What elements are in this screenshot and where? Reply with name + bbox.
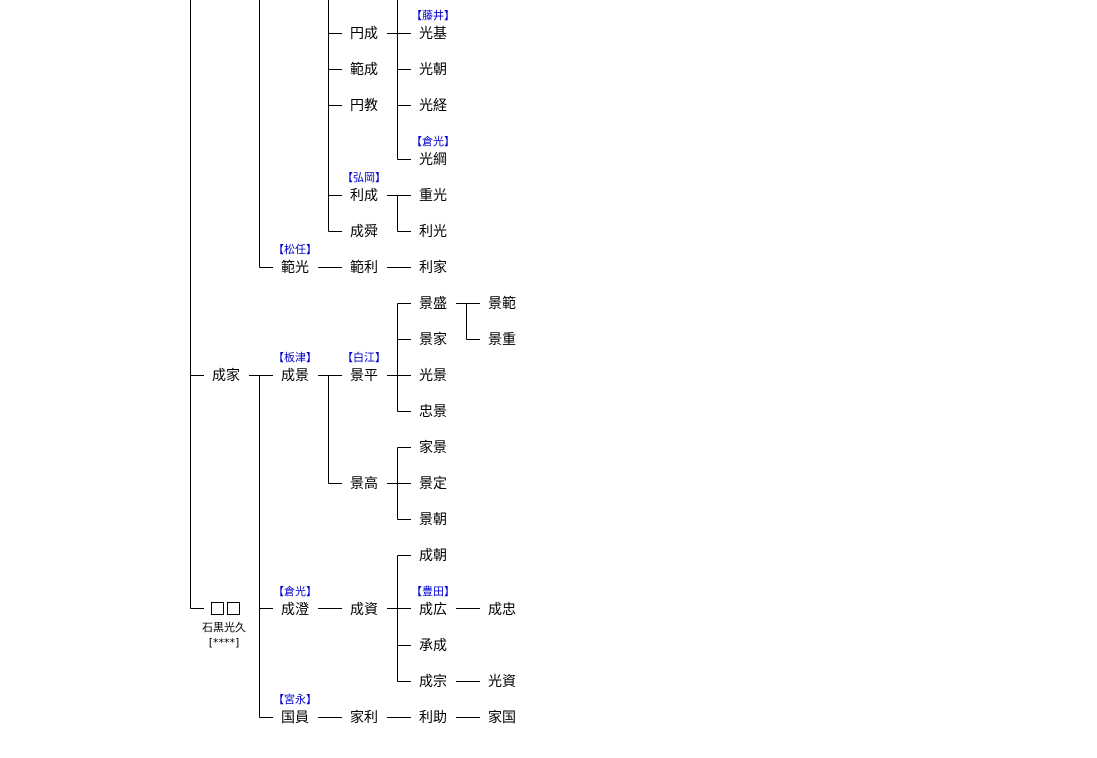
person-name: 国員 xyxy=(281,710,309,726)
person-name: 円教 xyxy=(350,98,378,114)
person-name: 成家 xyxy=(212,367,240,384)
person-name: 重光 xyxy=(419,188,447,204)
clan-label-toyoda: 【豊田】 xyxy=(411,585,455,598)
clan-label-shirae: 【白江】 xyxy=(342,350,386,364)
person-note-ishiguro: 石黒光久 xyxy=(202,620,246,634)
person-names: 円成 光基 範成 光朝 円教 光経 光綱 利成 重光 成舜 利光 範光 範利 利… xyxy=(212,25,516,726)
person-name: 利助 xyxy=(419,710,447,726)
person-name: 成舜 xyxy=(350,224,378,240)
clan-label-miyanaga: 【宮永】 xyxy=(273,692,317,706)
person-name: 成資 xyxy=(350,602,378,618)
person-name: 承成 xyxy=(419,638,447,654)
person-name: 景平 xyxy=(350,368,378,384)
person-name: 利光 xyxy=(419,224,447,240)
person-name: 利家 xyxy=(419,259,447,276)
clan-label-kuramitsu: 【倉光】 xyxy=(273,584,317,598)
person-note-stars: [****] xyxy=(209,636,240,649)
person-name: 光基 xyxy=(419,25,447,42)
person-name: 景朝 xyxy=(419,512,447,528)
unknown-char-box-icon xyxy=(211,602,224,615)
connector-lines xyxy=(190,0,480,718)
person-name: 忠景 xyxy=(419,404,447,420)
person-name: 家利 xyxy=(350,709,378,726)
person-name: 景高 xyxy=(350,475,378,492)
clan-label-matsuto: 【松任】 xyxy=(273,242,317,256)
person-name: 範光 xyxy=(281,259,309,276)
person-name: 家景 xyxy=(419,439,447,456)
person-name: 成忠 xyxy=(488,602,516,618)
person-name: 成宗 xyxy=(419,674,447,690)
person-name: 景定 xyxy=(419,476,447,492)
person-name: 利成 xyxy=(350,188,378,204)
clan-labels: 【藤井】 【倉光】 【弘岡】 【松任】 【板津】 【白江】 【豊田】 【倉光】 … xyxy=(273,8,455,706)
person-name: 円成 xyxy=(350,26,378,42)
unknown-char-box-icon xyxy=(227,602,240,615)
person-name: 景盛 xyxy=(419,296,447,312)
person-name: 光資 xyxy=(488,674,516,690)
person-name: 景重 xyxy=(488,332,516,348)
clan-label-kuramitsu: 【倉光】 xyxy=(411,134,455,148)
person-name: 範成 xyxy=(350,61,378,78)
person-name: 成広 xyxy=(419,602,447,618)
person-name: 光経 xyxy=(419,98,447,114)
person-name: 成景 xyxy=(281,368,309,384)
person-name: 範利 xyxy=(350,259,378,276)
clan-label-fujii: 【藤井】 xyxy=(411,8,455,22)
unknown-person: □□ 石黒光久 [****] xyxy=(202,602,246,649)
person-name: 成澄 xyxy=(281,602,309,618)
person-name: 景家 xyxy=(419,331,447,348)
person-name: 景範 xyxy=(488,295,516,312)
person-name: 光綱 xyxy=(419,152,447,168)
person-name: 光景 xyxy=(419,368,447,384)
person-name: 家国 xyxy=(488,709,516,726)
clan-label-itatsu: 【板津】 xyxy=(273,350,317,364)
person-name: 光朝 xyxy=(419,62,447,78)
clan-label-hiraoka: 【弘岡】 xyxy=(342,171,386,184)
person-name: 成朝 xyxy=(419,548,447,564)
